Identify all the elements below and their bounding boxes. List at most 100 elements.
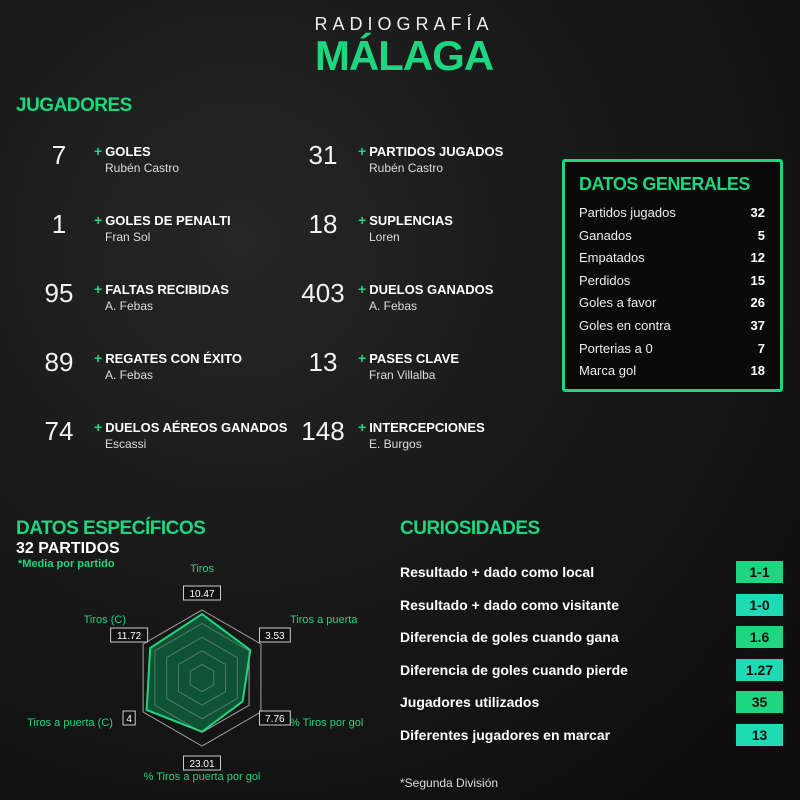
general-stat-label: Goles en contra xyxy=(579,318,671,333)
stat-label-group: + REGATES CON ÉXITO A. Febas xyxy=(94,350,242,382)
stat-player: Escassi xyxy=(105,437,147,451)
general-stat-label: Partidos jugados xyxy=(579,205,676,220)
page-title: MÁLAGA xyxy=(314,32,494,79)
stat-player: A. Febas xyxy=(105,368,154,382)
general-stat-row: Marca gol 18 xyxy=(579,363,765,378)
stat-value: 31 xyxy=(308,140,338,170)
radar-value-box xyxy=(258,710,291,726)
general-stat-label: Marca gol xyxy=(579,363,637,379)
radar-ring-overlay xyxy=(142,609,262,747)
average-note: *Media por partido xyxy=(18,558,115,570)
stat-player: Fran Villalba xyxy=(369,368,436,382)
stat-value: 403 xyxy=(301,278,345,308)
datos-especificos-heading: DATOS ESPECÍFICOS xyxy=(16,518,206,539)
radar-ring-overlay xyxy=(189,663,215,693)
stat-value: 89 xyxy=(44,347,74,377)
general-stat-label: Empatados xyxy=(579,250,645,266)
plus-icon: + xyxy=(358,350,367,366)
curiosity-row: Resultado + dado como visitante 1-0 xyxy=(400,593,783,616)
supertitle: RADIOGRAFÍA xyxy=(314,14,494,34)
player-stat: 89 + REGATES CON ÉXITO A. Febas xyxy=(24,345,284,385)
radar-ring-overlay xyxy=(166,636,238,720)
stat-player: A. Febas xyxy=(105,299,154,313)
curiosity-label: Diferentes jugadores en marcar xyxy=(400,727,611,743)
stat-title: PARTIDOS JUGADOS xyxy=(369,144,504,159)
plus-icon: + xyxy=(358,281,367,297)
radar-axis-label: Tiros a puerta (C) xyxy=(27,717,113,729)
curiosity-value-badge: 1-0 xyxy=(736,593,783,616)
general-stat-label: Ganados xyxy=(579,227,632,243)
stat-title: SUPLENCIAS xyxy=(369,213,453,228)
radar-value-box xyxy=(258,627,291,643)
stat-title: INTERCEPCIONES xyxy=(369,420,485,435)
general-stat-row: Empatados 12 xyxy=(579,250,765,265)
radar-axis-label: % Tiros por gol xyxy=(290,717,363,729)
general-stat-row: Partidos jugados 32 xyxy=(579,205,765,220)
stat-label-group: + PASES CLAVE Fran Villalba xyxy=(358,350,459,382)
plus-icon: + xyxy=(94,143,103,159)
plus-icon: + xyxy=(358,143,367,159)
stat-player: A. Febas xyxy=(369,299,418,313)
player-stat: 31 + PARTIDOS JUGADOS Rubén Castro xyxy=(288,138,548,178)
stat-player: Loren xyxy=(369,230,400,244)
general-stat-value: 5 xyxy=(757,227,765,243)
plus-icon: + xyxy=(94,350,103,366)
general-stat-row: Perdidos 15 xyxy=(579,273,765,288)
general-stat-value: 32 xyxy=(750,205,765,220)
curiosity-row: Jugadores utilizados 35 xyxy=(400,691,783,714)
player-stat: 74 + DUELOS AÉREOS GANADOS Escassi xyxy=(24,414,288,454)
curiosity-value-badge: 13 xyxy=(736,724,783,746)
stat-value: 95 xyxy=(44,278,74,308)
stat-player: Rubén Castro xyxy=(369,161,444,175)
stat-label-group: + GOLES DE PENALTI Fran Sol xyxy=(94,212,231,244)
stat-title: GOLES DE PENALTI xyxy=(105,213,231,228)
general-stat-row: Goles en contra 37 xyxy=(579,318,765,333)
datos-generales-panel: DATOS GENERALES Partidos jugados 32 Ganado… xyxy=(562,159,783,392)
curiosity-row: Resultado + dado como local 1-1 xyxy=(400,561,783,583)
stat-title: DUELOS AÉREOS GANADOS xyxy=(105,420,288,435)
general-stat-value: 15 xyxy=(750,272,765,288)
player-stat: 95 + FALTAS RECIBIDAS A. Febas xyxy=(24,276,284,316)
curiosity-value-badge: 35 xyxy=(736,691,783,714)
radar-value-label: 23.01 xyxy=(189,759,214,770)
radar-value-label: 10.47 xyxy=(189,589,214,600)
stat-value: 18 xyxy=(308,209,338,239)
general-stat-row: Ganados 5 xyxy=(579,228,765,243)
curiosidades-heading: CURIOSIDADES xyxy=(400,518,540,539)
curiosity-label: Diferencia de goles cuando gana xyxy=(400,629,619,646)
general-stat-label: Perdidos xyxy=(579,272,631,288)
curiosity-value-badge: 1-1 xyxy=(736,561,783,583)
radar-value-box xyxy=(183,755,221,771)
stat-title: DUELOS GANADOS xyxy=(369,282,494,297)
radar-value-label: 3.53 xyxy=(265,631,285,642)
stat-label-group: + INTERCEPCIONES E. Burgos xyxy=(358,419,485,451)
general-stat-row: Porterias a 0 7 xyxy=(579,341,765,356)
general-stat-value: 18 xyxy=(750,363,765,379)
general-stat-row: Goles a favor 26 xyxy=(579,295,765,310)
curiosity-value-badge: 1.27 xyxy=(736,658,783,681)
curiosity-row: Diferencia de goles cuando gana 1.6 xyxy=(400,626,783,649)
radar-data-area xyxy=(145,612,252,733)
stat-title: FALTAS RECIBIDAS xyxy=(105,282,229,297)
curiosity-label: Resultado + dado como visitante xyxy=(400,596,619,613)
plus-icon: + xyxy=(94,281,103,297)
curiosity-label: Diferencia de goles cuando pierde xyxy=(400,661,628,678)
radar-value-box xyxy=(122,710,136,726)
stat-label-group: + DUELOS AÉREOS GANADOS Escassi xyxy=(94,419,287,451)
radar-ring xyxy=(142,609,262,747)
general-stat-value: 26 xyxy=(750,295,765,311)
curiosity-row: Diferentes jugadores en marcar 13 xyxy=(400,724,783,746)
stat-value: 148 xyxy=(301,416,345,446)
radar-chart: 10.47 Tiros 3.53 Tiros a puerta 7.76 % Tiros … xyxy=(27,563,363,783)
player-stat: 403 + DUELOS GANADOS A. Febas xyxy=(288,276,548,316)
radar-value-label: 7.76 xyxy=(265,714,285,725)
plus-icon: + xyxy=(358,419,367,435)
radar-ring-overlay xyxy=(154,623,250,733)
player-stat: 13 + PASES CLAVE Fran Villalba xyxy=(288,345,548,385)
stat-value: 74 xyxy=(44,416,74,446)
radar-value-label: 4 xyxy=(126,714,132,725)
stat-title: REGATES CON ÉXITO xyxy=(105,351,242,366)
radar-value-box xyxy=(183,585,221,601)
stat-label-group: + SUPLENCIAS Loren xyxy=(358,212,453,244)
